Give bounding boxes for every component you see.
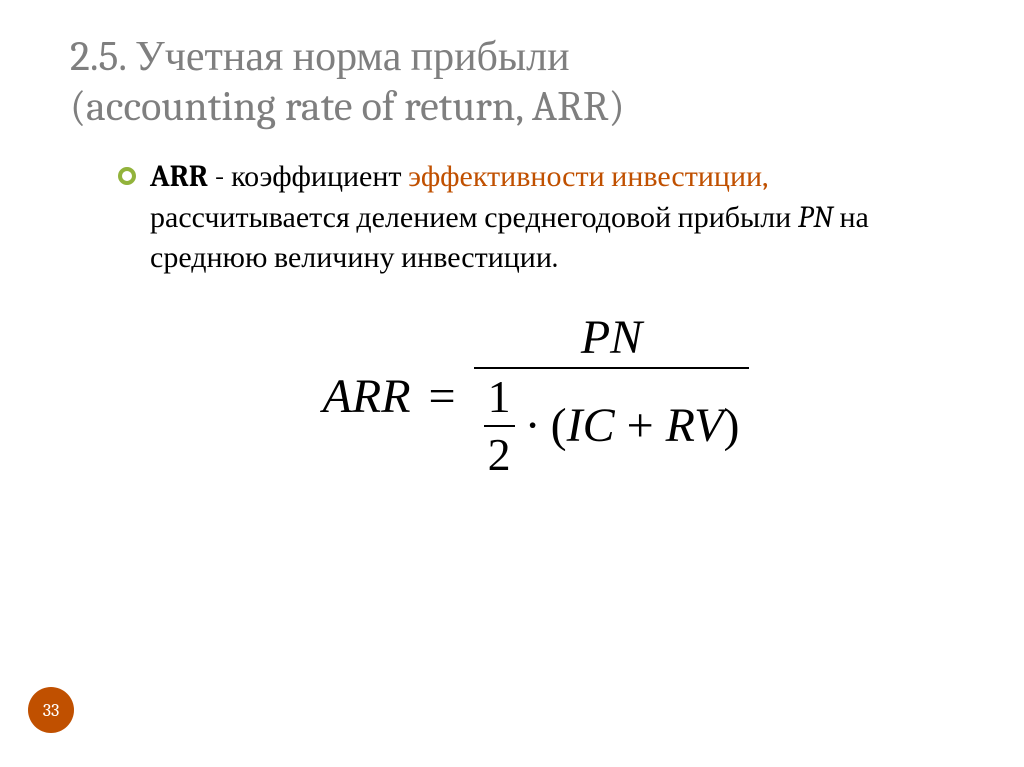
equals-sign: = xyxy=(429,369,456,424)
text-highlight: эффективности инвестиции, xyxy=(408,159,767,194)
text-post1: рассчитывается делением среднегодовой пр… xyxy=(150,200,798,235)
denominator: 1 2 · (IC + RV) xyxy=(474,373,750,480)
content-block: ARR - коэффициент эффективности инвестиц… xyxy=(70,157,954,479)
one-half: 1 2 xyxy=(484,373,515,480)
page-number: 33 xyxy=(43,700,60,721)
main-fraction: PN 1 2 · (IC + RV) xyxy=(474,313,750,480)
numerator: PN xyxy=(571,313,652,363)
half-bar xyxy=(484,425,515,427)
fraction-bar xyxy=(474,367,750,369)
bullet-icon xyxy=(118,167,136,185)
paren-close: ) xyxy=(723,399,739,452)
var-ic: IC xyxy=(567,399,615,452)
page-number-badge: 33 xyxy=(28,687,74,733)
var-rv: RV xyxy=(666,399,724,452)
plus: + xyxy=(615,399,666,452)
title-line-2: (accounting rate of return, ARR) xyxy=(70,82,625,131)
bullet-item: ARR - коэффициент эффективности инвестиц… xyxy=(118,157,954,279)
paren-open: ( xyxy=(551,399,567,452)
formula-lhs: ARR xyxy=(323,369,411,424)
formula: ARR = PN 1 2 · (IC + RV) xyxy=(323,313,750,480)
half-den: 2 xyxy=(484,431,515,479)
paren-group: (IC + RV) xyxy=(551,401,740,451)
title-line-1: 2.5. Учетная норма прибыли xyxy=(70,32,570,81)
half-num: 1 xyxy=(484,373,515,421)
text-pre: коэффициент xyxy=(231,159,408,194)
formula-container: ARR = PN 1 2 · (IC + RV) xyxy=(118,313,954,480)
definition-paragraph: ARR - коэффициент эффективности инвестиц… xyxy=(150,157,954,279)
term-arr: ARR xyxy=(150,159,208,194)
var-pn-inline: PN xyxy=(798,200,833,235)
slide-title: 2.5. Учетная норма прибыли (accounting r… xyxy=(70,32,954,131)
dash: - xyxy=(208,159,231,194)
dot-operator: · xyxy=(525,401,541,451)
